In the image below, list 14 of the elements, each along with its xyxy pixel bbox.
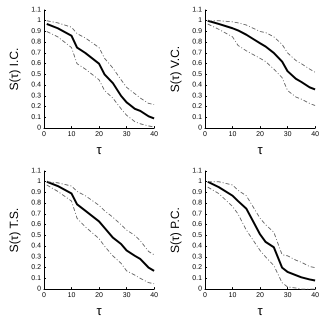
x-axis-title: τ [96, 303, 102, 318]
y-axis-title: S(τ) T.S. [7, 208, 21, 252]
y-axis-title: S(τ) P.C. [168, 207, 182, 253]
x-axis-title: τ [257, 303, 264, 318]
y-axis-title: S(τ) V.C. [168, 46, 182, 92]
line-series [46, 20, 155, 105]
line-series [46, 184, 155, 284]
x-axis-title: τ [257, 142, 264, 157]
line-series [46, 181, 155, 256]
line-series [207, 20, 316, 73]
x-axis-title: τ [96, 142, 102, 157]
line-series [207, 24, 316, 106]
line-series [46, 31, 155, 128]
y-axis-title: S(τ) I.C. [7, 48, 21, 90]
